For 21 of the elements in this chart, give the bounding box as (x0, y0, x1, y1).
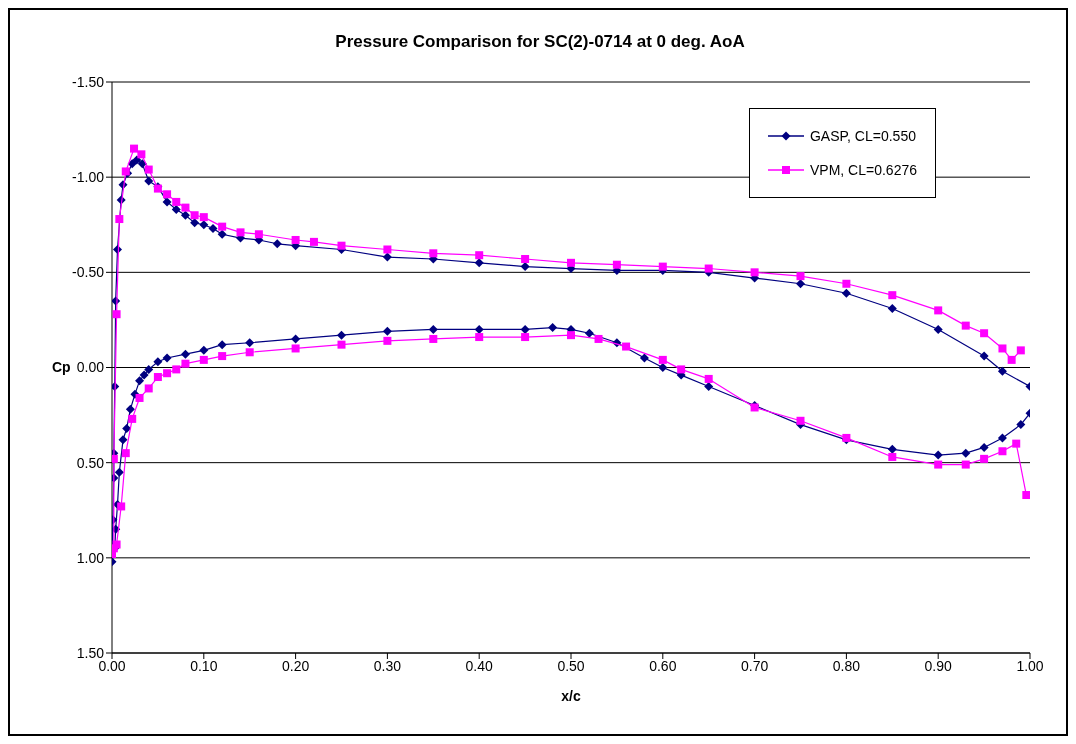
x-tick-label: 0.50 (557, 657, 585, 674)
x-tick-label: 0.60 (649, 657, 677, 674)
x-tick-label: 0.70 (740, 657, 769, 674)
y-tick-label: 0.50 (76, 454, 105, 471)
x-tick-label: 0.40 (465, 657, 494, 674)
x-axis-title: x/c (561, 688, 581, 704)
y-axis-title: Cp (52, 359, 71, 376)
x-tick-label: 0.80 (832, 657, 861, 674)
x-tick-label: 0.20 (281, 657, 310, 674)
y-tick-label: 1.00 (76, 549, 105, 566)
y-tick-label: -0.50 (72, 264, 105, 281)
x-tick-label: 0.10 (190, 657, 218, 674)
x-tick-label: 0.90 (924, 657, 953, 674)
chart-title: Pressure Comparison for SC(2)-0714 at 0 deg. AoA (334, 32, 746, 52)
x-tick-label: 0.30 (373, 657, 402, 674)
x-tick-label: 1.00 (1016, 657, 1044, 674)
legend-label: VPM, CL=0.6276 (809, 161, 917, 180)
y-tick-label: 0.00 (76, 359, 105, 376)
y-tick-label: -1.00 (72, 169, 105, 186)
legend-label: GASP, CL=0.550 (809, 127, 916, 146)
y-tick-label: -1.50 (72, 73, 105, 90)
